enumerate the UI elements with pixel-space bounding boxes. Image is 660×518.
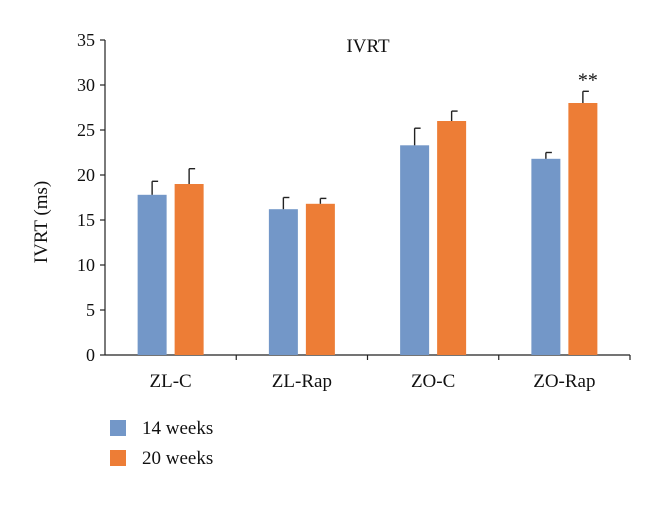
y-tick-label: 20	[77, 165, 95, 185]
bar	[531, 158, 561, 355]
bar	[568, 103, 598, 355]
bars	[137, 90, 598, 355]
significance-marker: **	[578, 69, 598, 91]
bar	[437, 121, 467, 355]
y-tick-label: 25	[77, 120, 95, 140]
x-tick-label: ZO-C	[411, 371, 455, 392]
y-tick-label: 30	[77, 75, 95, 95]
legend-label: 20 weeks	[142, 448, 213, 469]
x-tick-labels: ZL-C ZL-Rap ZO-C ZO-Rap	[150, 371, 596, 392]
y-tick-label: 5	[86, 300, 95, 320]
y-tick-label: 0	[86, 345, 95, 365]
legend-swatch	[110, 420, 126, 436]
legend-label: 14 weeks	[142, 418, 213, 439]
y-axis-label: IVRT (ms)	[31, 181, 52, 263]
chart-title: IVRT	[346, 36, 390, 57]
bar	[268, 209, 298, 355]
x-tick-label: ZL-Rap	[272, 371, 332, 392]
bar	[400, 145, 430, 355]
x-tick-label: ZL-C	[150, 371, 192, 392]
y-tick-label: 35	[77, 30, 95, 50]
legend: 14 weeks 20 weeks	[110, 418, 213, 469]
legend-swatch	[110, 450, 126, 466]
x-tick-label: ZO-Rap	[533, 371, 595, 392]
bar	[137, 194, 167, 355]
bar	[174, 184, 204, 355]
y-tick-label: 10	[77, 255, 95, 275]
bar	[305, 203, 335, 355]
y-tick-label: 15	[77, 210, 95, 230]
y-tick-labels: 0 5 10 15 20 25 30 35	[77, 30, 95, 365]
annotations: **	[578, 69, 598, 91]
